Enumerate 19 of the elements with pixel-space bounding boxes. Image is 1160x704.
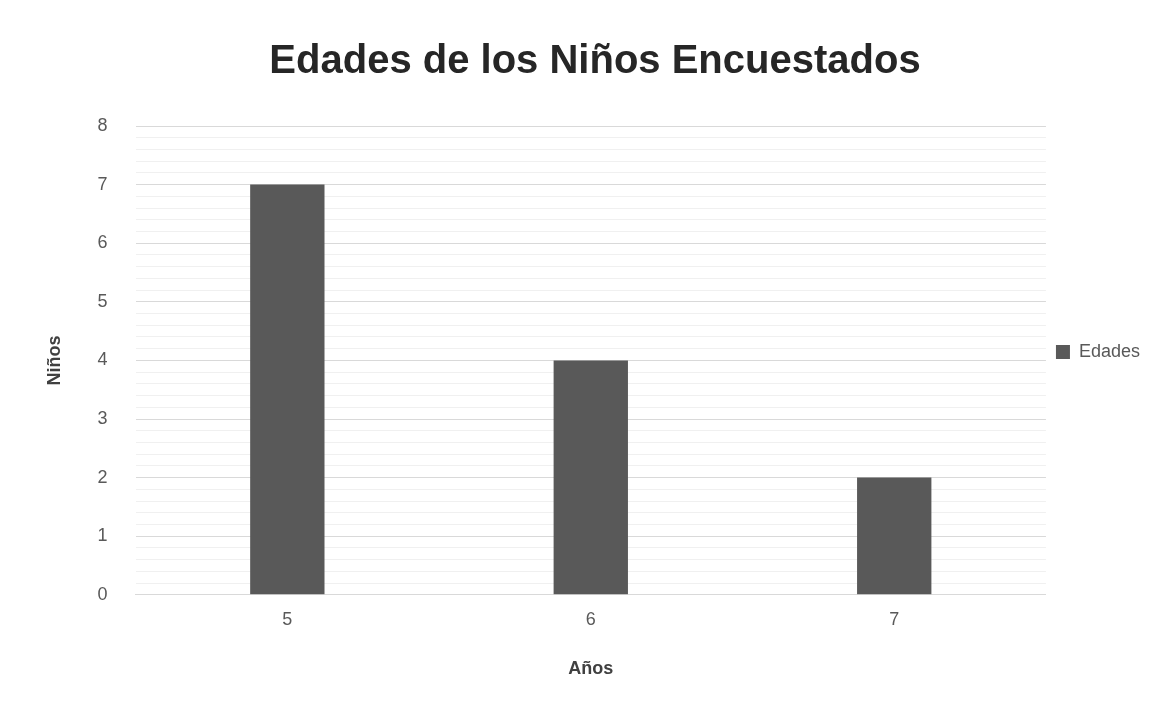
x-axis-title: Años (568, 658, 614, 679)
x-tick-label: 7 (889, 608, 900, 629)
y-tick-label: 2 (97, 466, 108, 487)
bar (553, 360, 628, 595)
y-tick-label: 4 (97, 349, 108, 370)
y-tick-label: 1 (97, 525, 108, 546)
bar (857, 477, 932, 595)
legend-label: Edades (1078, 340, 1141, 361)
x-tick-label: 6 (585, 608, 596, 629)
bar (250, 184, 325, 595)
y-tick-label: 5 (97, 290, 108, 311)
x-tick-label: 5 (282, 608, 293, 629)
y-tick-label: 0 (97, 583, 108, 604)
y-axis-title: Niños (43, 335, 64, 386)
y-tick-label: 6 (97, 232, 108, 253)
chart-title: Edades de los Niños Encuestados (269, 37, 921, 82)
y-tick-label: 7 (97, 173, 108, 194)
y-tick-label: 8 (97, 114, 108, 135)
y-tick-label: 3 (97, 407, 108, 428)
